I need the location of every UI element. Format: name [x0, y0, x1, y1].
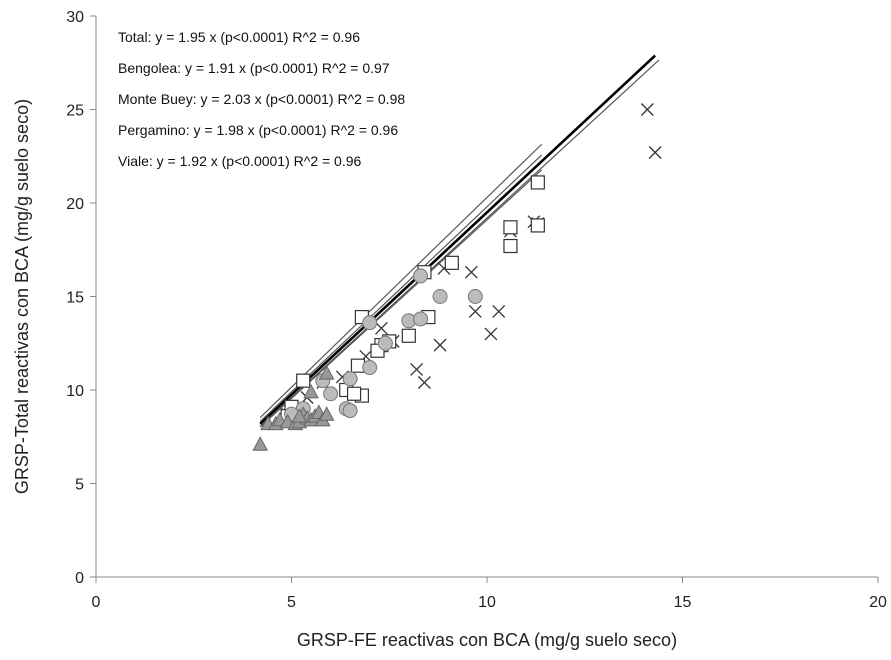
x-axis-title: GRSP-FE reactivas con BCA (mg/g suelo se… — [297, 630, 677, 650]
triangle-marker — [318, 365, 335, 380]
trend-line — [259, 54, 657, 425]
y-axis-title: GRSP-Total reactivas con BCA (mg/g suelo… — [12, 99, 32, 494]
x-marker — [492, 305, 506, 318]
circle-marker — [323, 386, 339, 402]
trend-line — [259, 143, 543, 418]
square-marker — [503, 220, 518, 235]
x-marker — [464, 265, 478, 279]
circle-marker — [413, 311, 429, 327]
circle-marker — [342, 403, 358, 419]
square-marker — [530, 218, 545, 233]
y-tick-label: 10 — [66, 383, 84, 400]
square-marker — [503, 238, 518, 254]
circle-marker — [362, 315, 378, 331]
x-marker — [468, 305, 482, 318]
data-points — [252, 103, 662, 451]
x-tick-label: 15 — [674, 594, 692, 611]
x-tick-label: 20 — [869, 594, 887, 611]
circle-marker — [342, 371, 358, 387]
y-tick-label: 5 — [75, 477, 84, 494]
triangle-marker — [318, 406, 335, 421]
tick-labels: 0 5 10 15 20 25 30 0 5 10 15 20 — [66, 9, 887, 611]
axes — [90, 15, 879, 583]
regression-annotation: Monte Buey: y = 2.03 x (p<0.0001) R^2 = … — [118, 91, 405, 107]
trend-line — [259, 169, 543, 428]
circle-marker — [377, 335, 393, 351]
x-marker — [648, 146, 662, 159]
y-tick-label: 15 — [66, 290, 84, 307]
triangle-marker — [303, 383, 319, 399]
square-marker — [296, 373, 311, 388]
y-tick-label: 25 — [66, 103, 84, 120]
square-marker — [530, 175, 545, 190]
x-marker — [484, 327, 498, 341]
y-tick-label: 20 — [66, 196, 84, 213]
square-marker — [346, 386, 362, 401]
circle-marker — [413, 268, 429, 284]
circle-marker — [467, 289, 483, 304]
x-tick-label: 5 — [287, 594, 296, 611]
regression-annotation: Viale: y = 1.92 x (p<0.0001) R^2 = 0.96 — [118, 153, 362, 169]
x-tick-label: 0 — [92, 594, 101, 611]
regression-annotations: Total: y = 1.95 x (p<0.0001) R^2 = 0.96 B… — [118, 29, 405, 169]
x-marker — [640, 103, 654, 116]
y-tick-label: 30 — [66, 9, 84, 26]
triangle-marker — [291, 408, 308, 423]
trend-line — [259, 59, 660, 427]
regression-annotation: Total: y = 1.95 x (p<0.0001) R^2 = 0.96 — [118, 29, 360, 45]
regression-annotation: Bengolea: y = 1.91 x (p<0.0001) R^2 = 0.… — [118, 60, 390, 76]
circle-marker — [432, 289, 448, 304]
square-marker — [401, 328, 416, 343]
regression-annotation: Pergamino: y = 1.98 x (p<0.0001) R^2 = 0… — [118, 122, 398, 138]
y-tick-label: 0 — [75, 570, 84, 587]
x-marker — [417, 376, 431, 389]
trend-lines — [259, 54, 660, 428]
square-marker — [444, 255, 459, 270]
triangle-marker — [252, 436, 269, 451]
x-marker — [433, 338, 447, 352]
x-marker — [374, 321, 388, 335]
x-tick-label: 10 — [478, 594, 496, 611]
x-marker — [410, 362, 424, 376]
circle-marker — [362, 360, 378, 376]
